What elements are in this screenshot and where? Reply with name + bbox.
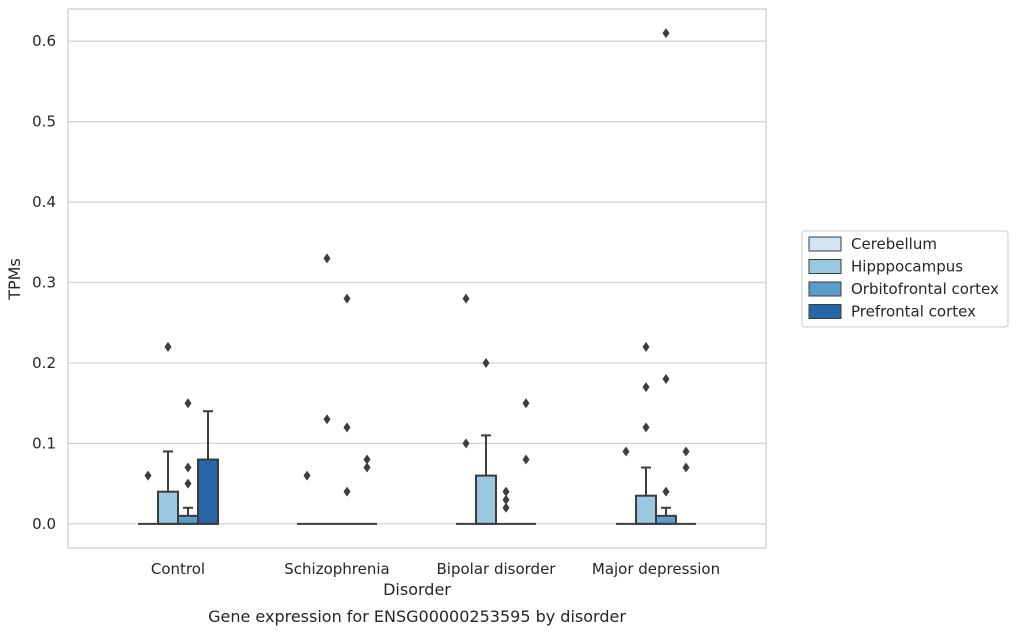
legend-label: Prefrontal cortex bbox=[851, 303, 976, 321]
box bbox=[197, 458, 219, 525]
outlier-point bbox=[363, 454, 371, 465]
y-axis-title: TPMs bbox=[5, 258, 24, 301]
outlier-point bbox=[642, 341, 650, 352]
y-tick-label: 0.0 bbox=[32, 515, 56, 533]
x-tick-label: Control bbox=[151, 560, 205, 578]
legend: Cerebellum Hipppocampus Orbitofrontal cort… bbox=[801, 230, 1009, 328]
box bbox=[475, 474, 497, 525]
legend-swatch bbox=[808, 281, 842, 297]
legend-label: Cerebellum bbox=[851, 235, 937, 253]
outlier-point bbox=[343, 293, 351, 304]
outlier-point bbox=[662, 374, 670, 385]
legend-swatch bbox=[808, 259, 842, 274]
chart-caption: Gene expression for ENSG00000253595 by d… bbox=[208, 607, 626, 626]
box-layer bbox=[138, 410, 696, 525]
outlier-point bbox=[462, 293, 470, 304]
box-group bbox=[475, 434, 497, 525]
outlier-point bbox=[502, 494, 510, 505]
box-group bbox=[177, 506, 199, 525]
outlier-point bbox=[662, 28, 670, 39]
outlier-point bbox=[662, 486, 670, 497]
x-tick-labels: Control Schizophrenia Bipolar disorder Majo… bbox=[151, 560, 720, 578]
y-tick-label: 0.6 bbox=[32, 32, 56, 50]
y-tick-label: 0.1 bbox=[32, 434, 56, 452]
y-tick-labels: 0.0 0.1 0.2 0.3 0.4 0.5 0.6 bbox=[32, 32, 56, 533]
x-tick-label: Bipolar disorder bbox=[437, 560, 557, 578]
outlier-point bbox=[343, 422, 351, 433]
outlier-point bbox=[682, 446, 690, 457]
outlier-point bbox=[323, 414, 331, 425]
outlier-point bbox=[522, 398, 530, 409]
outlier-point bbox=[363, 462, 371, 473]
outlier-point bbox=[184, 478, 192, 489]
box-group bbox=[655, 506, 677, 525]
legend-label: Orbitofrontal cortex bbox=[851, 280, 999, 298]
box bbox=[157, 490, 179, 525]
box-group bbox=[197, 410, 219, 525]
outlier-point bbox=[343, 486, 351, 497]
legend-frame bbox=[801, 230, 1009, 328]
plot-frame bbox=[67, 8, 767, 549]
y-tick-label: 0.5 bbox=[32, 113, 56, 131]
x-tick-label: Major depression bbox=[592, 560, 720, 578]
y-tick-label: 0.4 bbox=[32, 193, 56, 211]
outlier-point bbox=[502, 486, 510, 497]
box-group bbox=[157, 450, 179, 525]
x-axis-title: Disorder bbox=[383, 580, 451, 599]
box-group bbox=[635, 466, 657, 525]
outlier-point bbox=[522, 454, 530, 465]
outlier-point bbox=[622, 446, 630, 457]
box bbox=[635, 494, 657, 525]
outlier-point bbox=[482, 357, 490, 368]
grid-lines bbox=[68, 40, 766, 525]
outlier-point bbox=[462, 438, 470, 449]
outlier-point bbox=[144, 470, 152, 481]
outlier-point bbox=[323, 253, 331, 264]
outlier-layer bbox=[144, 28, 690, 513]
legend-swatch bbox=[808, 236, 842, 252]
outlier-point bbox=[682, 462, 690, 473]
legend-label: Hipppocampus bbox=[851, 258, 963, 276]
y-tick-label: 0.2 bbox=[32, 354, 56, 372]
outlier-point bbox=[502, 502, 510, 513]
outlier-point bbox=[184, 398, 192, 409]
outlier-point bbox=[184, 462, 192, 473]
outlier-point bbox=[303, 470, 311, 481]
outlier-point bbox=[642, 422, 650, 433]
outlier-point bbox=[164, 341, 172, 352]
outlier-point bbox=[642, 382, 650, 393]
box bbox=[177, 514, 199, 525]
x-tick-label: Schizophrenia bbox=[284, 560, 389, 578]
legend-swatch bbox=[808, 304, 842, 319]
box bbox=[655, 514, 677, 525]
y-tick-label: 0.3 bbox=[32, 274, 56, 292]
